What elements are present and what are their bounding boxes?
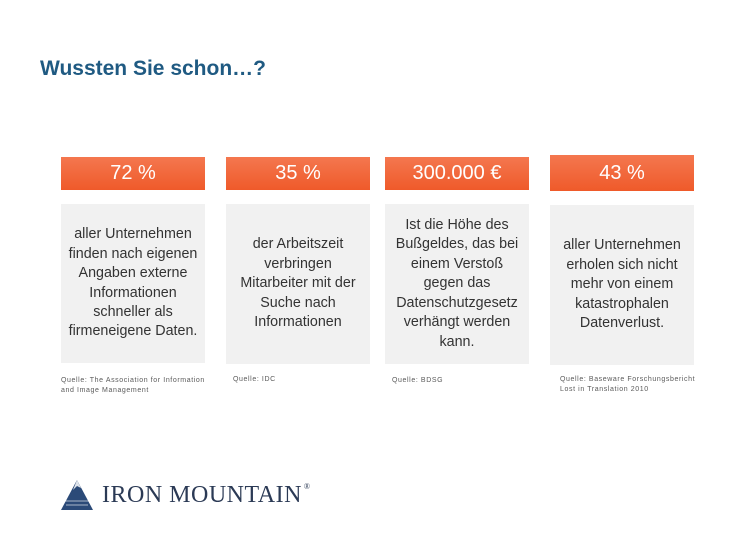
mountain-icon [61,480,93,510]
logo-word-iron: IRON [102,481,163,508]
stat-card-4: 43 % aller Unternehmen erholen sich nich… [550,155,694,365]
stat-description-text-2: der Arbeitszeit verbringen Mitarbeiter m… [240,236,356,331]
stat-description-3: Ist die Höhe des Bußgeldes, das bei eine… [385,204,529,364]
registered-mark: ® [303,481,311,491]
stat-description-text-3: Ist die Höhe des Bußgeldes, das bei eine… [395,217,519,350]
source-note-1: Quelle: The Association for Information … [61,377,205,394]
stat-description-4: aller Unternehmen erholen sich nicht meh… [550,205,694,365]
page-title: Wussten Sie schon…? [40,57,266,80]
stat-description-text-1: aller Unternehmen finden nach eigenen An… [68,226,198,340]
stat-description-1: aller Unternehmen finden nach eigenen An… [61,204,205,363]
source-note-3: Quelle: BDSG [392,377,444,384]
stat-value-4: 43 % [550,155,694,191]
logo-word-mountain: MOUNTAIN [169,481,302,508]
stat-card-3: 300.000 € Ist die Höhe des Bußgeldes, da… [385,157,529,364]
source-note-2: Quelle: IDC [233,376,276,383]
company-logo: IRON MOUNTAIN ® [60,479,310,511]
source-note-4: Quelle: Baseware Forschungsbericht Lost … [560,376,696,393]
stat-description-2: der Arbeitszeit verbringen Mitarbeiter m… [226,204,370,364]
stat-card-1: 72 % aller Unternehmen finden nach eigen… [61,157,205,363]
stat-value-1: 72 % [61,157,205,190]
logo-wordmark: IRON MOUNTAIN ® [102,482,310,509]
stat-description-text-4: aller Unternehmen erholen sich nicht meh… [563,237,681,332]
stat-card-2: 35 % der Arbeitszeit verbringen Mitarbei… [226,157,370,364]
stat-value-2: 35 % [226,157,370,190]
stat-value-3: 300.000 € [385,157,529,190]
